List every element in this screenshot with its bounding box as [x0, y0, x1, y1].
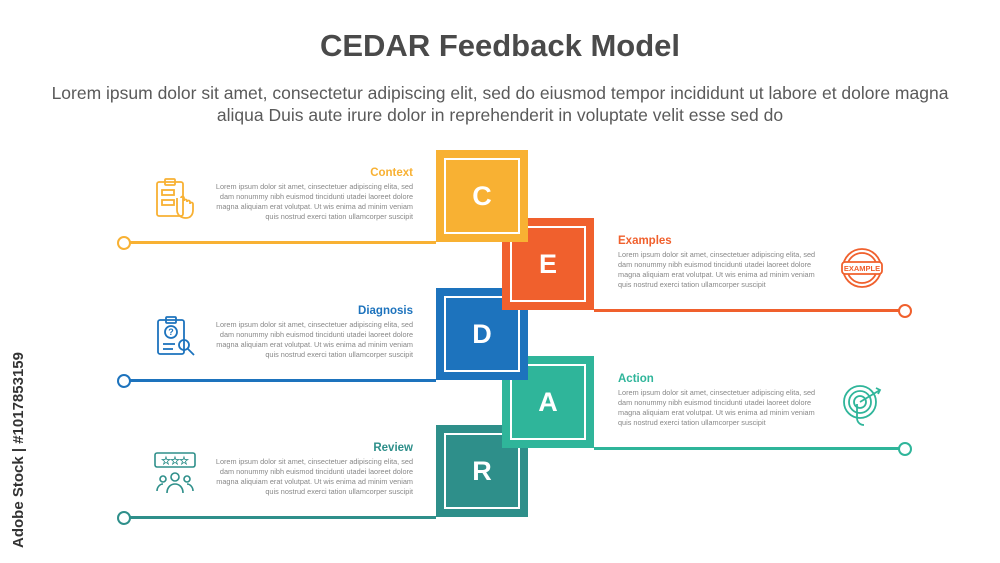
page-title: CEDAR Feedback Model: [319, 28, 680, 63]
step-letter: C: [472, 180, 492, 211]
step-label: Examples: [618, 235, 672, 247]
connector-line: [594, 447, 900, 450]
connector-dot: [117, 511, 131, 525]
connector-dot: [117, 236, 131, 250]
step-label: Action: [618, 373, 654, 385]
connector-dot: [898, 442, 912, 456]
step-description: Lorem ipsum dolor sit amet, cinsectetuer…: [215, 182, 413, 221]
step-c-box: C: [436, 150, 528, 242]
step-r-text: Review Lorem ipsum dolor sit amet, cinse…: [213, 442, 413, 497]
target-touch-icon: [840, 384, 884, 428]
step-c-text: Context Lorem ipsum dolor sit amet, cins…: [213, 167, 413, 222]
step-e-text: Examples Lorem ipsum dolor sit amet, cin…: [618, 235, 818, 290]
example-stamp-icon: EXAMPLE: [840, 246, 884, 290]
svg-text:?: ?: [168, 327, 174, 337]
connector-dot: [898, 304, 912, 318]
step-label: Context: [370, 167, 413, 179]
step-letter: R: [472, 455, 492, 486]
connector-dot: [117, 374, 131, 388]
connector-line: [594, 309, 900, 312]
connector-line: [130, 241, 436, 244]
svg-text:★★★: ★★★: [162, 456, 189, 467]
step-d-text: Diagnosis Lorem ipsum dolor sit amet, ci…: [213, 305, 413, 360]
clipboard-hand-icon: [153, 176, 197, 220]
step-letter: A: [538, 386, 558, 417]
step-a-text: Action Lorem ipsum dolor sit amet, cinse…: [618, 373, 818, 428]
step-description: Lorem ipsum dolor sit amet, cinsectetuer…: [618, 388, 816, 427]
connector-line: [130, 516, 436, 519]
connector-line: [130, 379, 436, 382]
review-stars-people-icon: ★★★: [153, 451, 197, 495]
step-letter: D: [472, 318, 492, 349]
step-description: Lorem ipsum dolor sit amet, cinsectetuer…: [618, 250, 816, 289]
step-description: Lorem ipsum dolor sit amet, cinsectetuer…: [215, 457, 413, 496]
step-label: Review: [373, 442, 413, 454]
page-subtitle: Lorem ipsum dolor sit amet, consectetur …: [51, 83, 949, 125]
clipboard-question-icon: ?: [153, 314, 197, 358]
svg-text:EXAMPLE: EXAMPLE: [844, 264, 880, 273]
step-label: Diagnosis: [358, 305, 413, 317]
watermark: Adobe Stock | #1017853159: [10, 352, 27, 548]
step-letter: E: [538, 248, 557, 279]
step-description: Lorem ipsum dolor sit amet, cinsectetuer…: [215, 320, 413, 359]
